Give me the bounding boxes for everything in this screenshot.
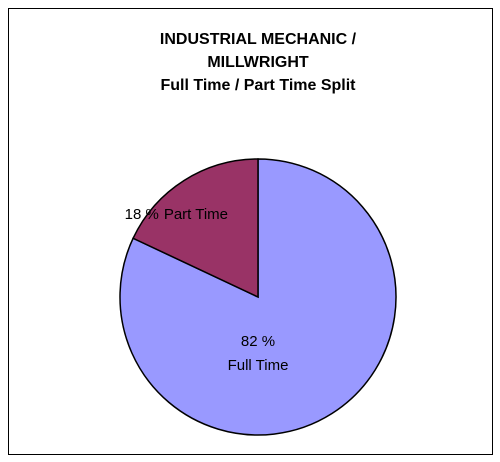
chart-subtitle: Full Time / Part Time Split: [160, 77, 356, 94]
chart-title: MILLWRIGHT: [207, 54, 309, 71]
category-label: Full Time: [228, 357, 289, 374]
value-label: 82 %: [241, 333, 275, 350]
chart-title: INDUSTRIAL MECHANIC /: [160, 31, 357, 48]
category-label: Part Time: [164, 206, 228, 223]
value-label: 18 %: [125, 206, 159, 223]
data-label: 18 % Part Time: [125, 206, 228, 223]
data-label: 82 % Full Time: [228, 333, 289, 374]
pie-slice: [132, 158, 259, 299]
pie-slice: [119, 158, 397, 436]
